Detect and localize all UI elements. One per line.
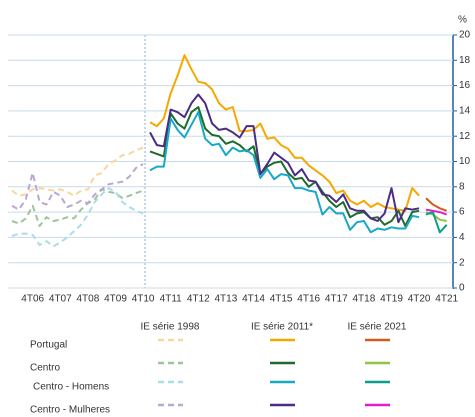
series-line — [425, 208, 448, 216]
x-tick-label: 4T09 — [104, 294, 127, 305]
x-tick-label: 4T06 — [21, 294, 44, 305]
series-line — [11, 187, 144, 248]
x-tick-label: 4T14 — [242, 294, 265, 305]
y-tick-label: 0 — [459, 283, 465, 294]
x-tick-label: 4T07 — [49, 294, 72, 305]
x-tick-label: 4T08 — [77, 294, 100, 305]
x-tick-label: 4T18 — [353, 294, 376, 305]
x-tick-label: 4T12 — [187, 294, 210, 305]
y-tick-label: 12 — [459, 131, 471, 142]
series-line — [149, 93, 420, 224]
y-tick-label: 18 — [459, 55, 471, 66]
series-line — [11, 146, 144, 197]
x-tick-label: 4T16 — [297, 294, 320, 305]
x-tick-label: 4T15 — [270, 294, 293, 305]
x-tick-label: 4T10 — [132, 294, 155, 305]
series-line — [149, 54, 420, 212]
y-tick-label: 16 — [459, 80, 471, 91]
y-tick-label: 10 — [459, 156, 471, 167]
x-tick-label: 4T17 — [325, 294, 348, 305]
x-tick-label: 4T21 — [435, 294, 458, 305]
y-tick-label: 2 — [459, 257, 465, 268]
legend-row-label: Centro — [30, 363, 60, 374]
y-tick-label: 14 — [459, 106, 471, 117]
y-tick-label: 8 — [459, 181, 465, 192]
legend-row-label: Centro - Homens — [33, 382, 109, 393]
series-line — [425, 197, 448, 212]
x-tick-label: 4T11 — [160, 294, 182, 305]
legend-column-header: IE série 2011* — [251, 322, 313, 333]
legend-row-label: Centro - Mulheres — [30, 405, 110, 416]
legend-column-header: IE série 2021 — [348, 322, 407, 333]
y-tick-label: 6 — [459, 207, 465, 218]
series-line — [149, 106, 420, 227]
series-line — [149, 111, 420, 234]
x-tick-label: 4T13 — [215, 294, 238, 305]
series-line — [425, 211, 448, 234]
y-tick-label: 4 — [459, 232, 465, 243]
legend-row-label: Portugal — [30, 340, 67, 351]
series-line — [11, 188, 144, 227]
y-tick-label: 20 — [459, 30, 471, 41]
x-tick-label: 4T19 — [380, 294, 403, 305]
series-line — [11, 163, 144, 211]
legend-column-header: IE série 1998 — [141, 322, 200, 333]
x-tick-label: 4T20 — [408, 294, 431, 305]
y-unit: % — [458, 15, 467, 26]
